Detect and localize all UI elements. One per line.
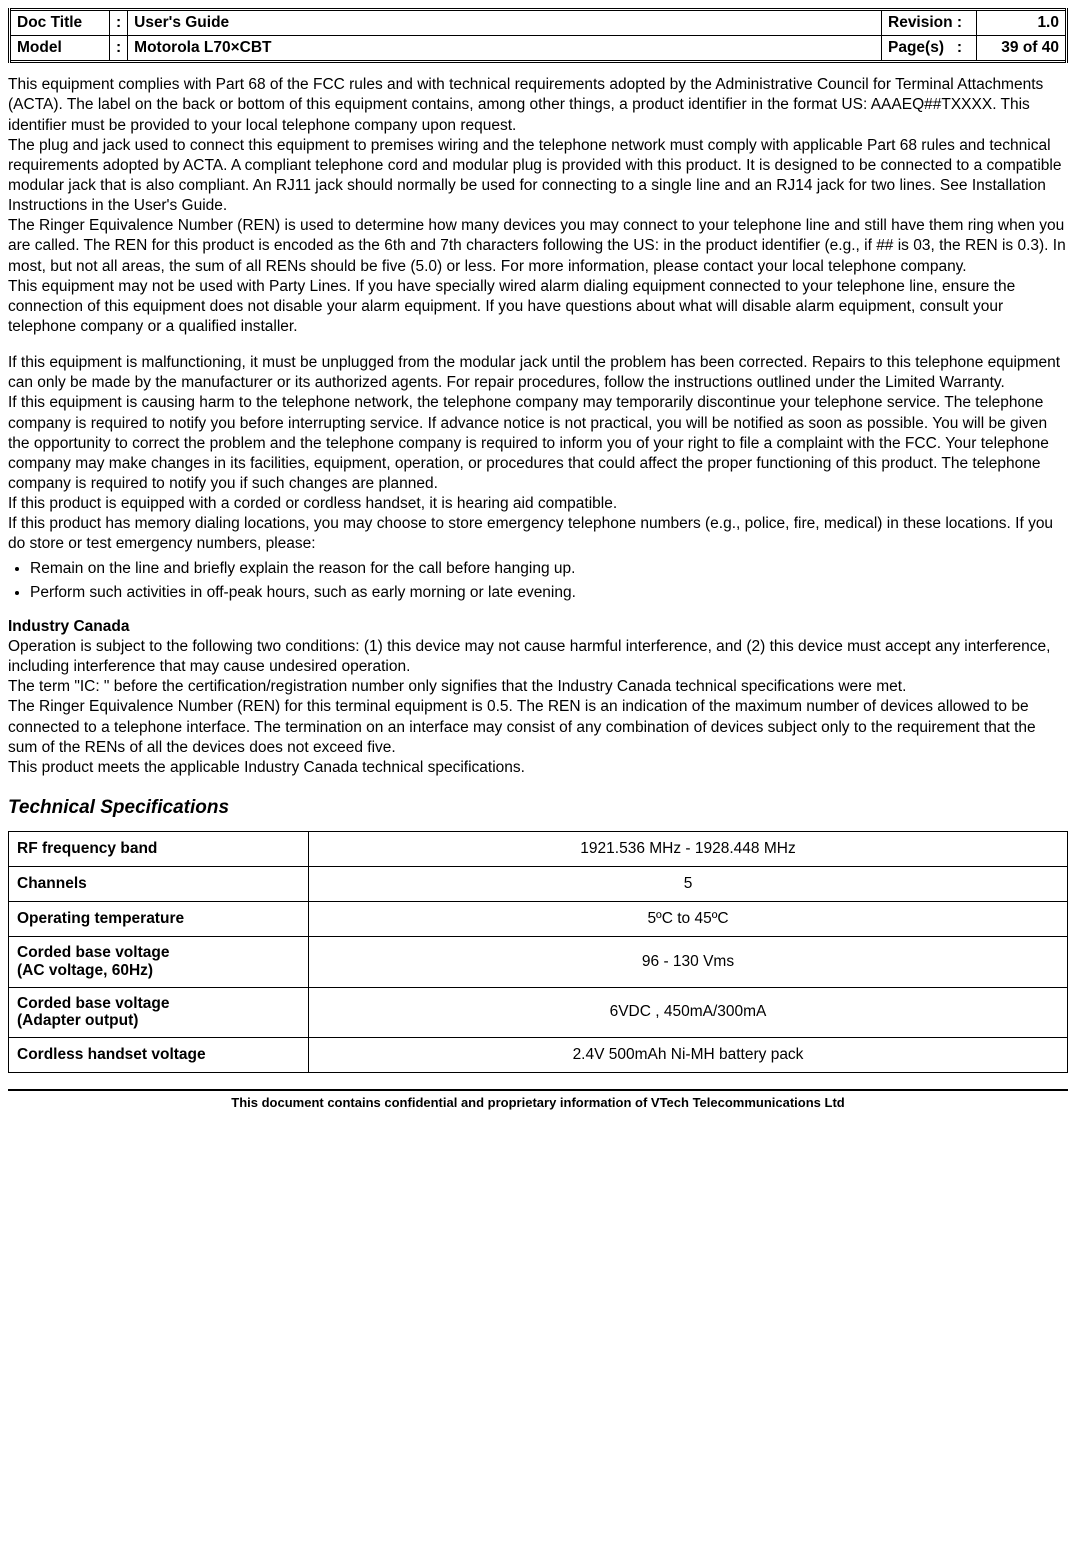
document-header-table: Doc Title : User's Guide Revision : 1.0 …: [8, 8, 1068, 63]
revision-value: 1.0: [977, 10, 1067, 36]
technical-specifications-heading: Technical Specifications: [8, 796, 1068, 821]
body-text: This equipment complies with Part 68 of …: [8, 75, 1068, 1073]
model-colon: :: [110, 36, 128, 62]
table-row: RF frequency band1921.536 MHz - 1928.448…: [9, 831, 1068, 866]
doc-title-value: User's Guide: [128, 10, 882, 36]
spec-label: Corded base voltage(Adapter output): [9, 987, 309, 1038]
footer-confidentiality: This document contains confidential and …: [8, 1089, 1068, 1120]
paragraph: The term "IC: " before the certification…: [8, 677, 1068, 697]
paragraph: The Ringer Equivalence Number (REN) for …: [8, 697, 1068, 757]
table-row: Corded base voltage(Adapter output)6VDC …: [9, 987, 1068, 1038]
emergency-bullets: Remain on the line and briefly explain t…: [8, 559, 1068, 603]
spec-value: 2.4V 500mAh Ni-MH battery pack: [309, 1038, 1068, 1073]
model-label: Model: [10, 36, 110, 62]
table-row: Operating temperature5ºC to 45ºC: [9, 901, 1068, 936]
spec-label: Cordless handset voltage: [9, 1038, 309, 1073]
paragraph: If this product is equipped with a corde…: [8, 494, 1068, 514]
spec-label: Corded base voltage(AC voltage, 60Hz): [9, 937, 309, 988]
spec-value: 5: [309, 866, 1068, 901]
spec-value: 96 - 130 Vms: [309, 937, 1068, 988]
paragraph: Operation is subject to the following tw…: [8, 637, 1068, 677]
doc-title-colon: :: [110, 10, 128, 36]
paragraph: If this equipment is causing harm to the…: [8, 393, 1068, 494]
spec-label: RF frequency band: [9, 831, 309, 866]
pages-value: 39 of 40: [977, 36, 1067, 62]
paragraph: This equipment complies with Part 68 of …: [8, 75, 1068, 135]
technical-specifications-table: RF frequency band1921.536 MHz - 1928.448…: [8, 831, 1068, 1074]
paragraph: The Ringer Equivalence Number (REN) is u…: [8, 216, 1068, 276]
spec-label: Channels: [9, 866, 309, 901]
list-item: Remain on the line and briefly explain t…: [30, 559, 1068, 579]
spec-value: 1921.536 MHz - 1928.448 MHz: [309, 831, 1068, 866]
table-row: Corded base voltage(AC voltage, 60Hz)96 …: [9, 937, 1068, 988]
spec-value: 6VDC , 450mA/300mA: [309, 987, 1068, 1038]
paragraph: If this equipment is malfunctioning, it …: [8, 353, 1068, 393]
paragraph: This equipment may not be used with Part…: [8, 277, 1068, 337]
paragraph: The plug and jack used to connect this e…: [8, 136, 1068, 217]
paragraph: If this product has memory dialing locat…: [8, 514, 1068, 554]
table-row: Cordless handset voltage2.4V 500mAh Ni-M…: [9, 1038, 1068, 1073]
spec-label: Operating temperature: [9, 901, 309, 936]
table-row: Channels5: [9, 866, 1068, 901]
revision-label: Revision :: [882, 10, 977, 36]
list-item: Perform such activities in off-peak hour…: [30, 583, 1068, 603]
pages-label: Page(s) :: [882, 36, 977, 62]
industry-canada-heading: Industry Canada: [8, 617, 1068, 637]
model-value: Motorola L70×CBT: [128, 36, 882, 62]
spec-value: 5ºC to 45ºC: [309, 901, 1068, 936]
doc-title-label: Doc Title: [10, 10, 110, 36]
paragraph: This product meets the applicable Indust…: [8, 758, 1068, 778]
